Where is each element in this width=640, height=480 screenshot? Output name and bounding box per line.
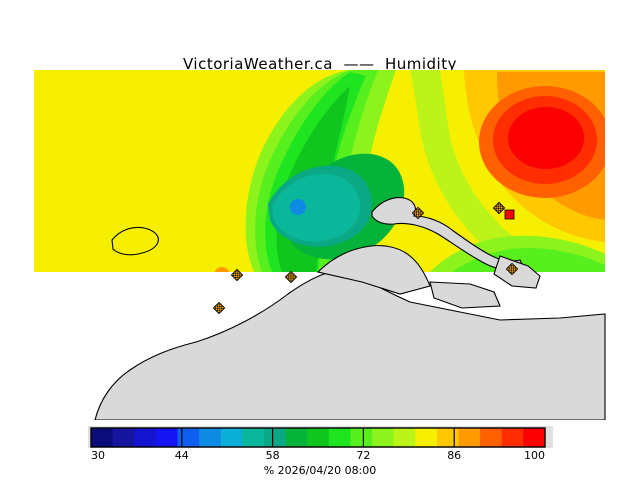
colorbar-bands[interactable] bbox=[91, 428, 546, 447]
contour-maximum-core bbox=[508, 107, 584, 169]
colorbar-tick-label: 100 bbox=[524, 449, 545, 462]
colorbar-tick-label: 58 bbox=[266, 449, 280, 462]
colorbar-band[interactable] bbox=[91, 428, 114, 447]
colorbar-frame bbox=[90, 427, 546, 448]
colorbar-band[interactable] bbox=[372, 428, 395, 447]
station-reading-blob bbox=[504, 209, 515, 220]
colorbar-band[interactable] bbox=[112, 428, 135, 447]
colorbar-band[interactable] bbox=[134, 428, 157, 447]
colorbar-caption: % 2026/04/20 08:00 bbox=[264, 464, 377, 477]
landmass-mainland bbox=[94, 271, 606, 420]
station-marker[interactable] bbox=[505, 262, 519, 276]
contour-minimum-core bbox=[272, 173, 360, 242]
colorbar-band[interactable] bbox=[328, 428, 351, 447]
colorbar-band[interactable] bbox=[480, 428, 503, 447]
colorbar-band[interactable] bbox=[436, 428, 460, 447]
humidity-contour-map bbox=[0, 70, 640, 420]
map-canvas[interactable] bbox=[0, 70, 640, 420]
station-marker[interactable] bbox=[411, 206, 425, 220]
colorbar-tick-label: 44 bbox=[175, 449, 189, 462]
landmass-east-shore bbox=[429, 281, 501, 309]
colorbar[interactable]: 30 44 58 72 86 100 % 2026/04/20 08:00 bbox=[0, 424, 640, 480]
colorbar-tick-label: 72 bbox=[356, 449, 370, 462]
station-marker[interactable] bbox=[212, 301, 226, 315]
colorbar-band[interactable] bbox=[501, 428, 524, 447]
landmass-east-lobe bbox=[493, 255, 541, 289]
contour-minimum-inner-core bbox=[290, 199, 306, 215]
station-marker[interactable] bbox=[284, 270, 298, 284]
landmass-inlet-shore bbox=[316, 245, 431, 295]
colorbar-band[interactable] bbox=[415, 428, 438, 447]
colorbar-band[interactable] bbox=[220, 428, 243, 447]
colorbar-band[interactable] bbox=[263, 428, 287, 447]
colorbar-band[interactable] bbox=[393, 428, 416, 447]
station-markers[interactable] bbox=[212, 201, 519, 315]
colorbar-svg: 30 44 58 72 86 100 % 2026/04/20 08:00 bbox=[88, 426, 553, 477]
colorbar-ticks bbox=[181, 428, 455, 447]
colorbar-band[interactable] bbox=[177, 428, 200, 447]
page-title: VictoriaWeather.ca —— Humidity bbox=[182, 55, 457, 73]
offshore-island bbox=[111, 226, 159, 256]
colorbar-band[interactable] bbox=[242, 428, 265, 447]
colorbar-band[interactable] bbox=[523, 428, 546, 447]
colorbar-tick-label: 86 bbox=[447, 449, 461, 462]
colorbar-band[interactable] bbox=[285, 428, 308, 447]
colorbar-band[interactable] bbox=[350, 428, 373, 447]
colorbar-tick-label: 30 bbox=[91, 449, 105, 462]
colorbar-band[interactable] bbox=[458, 428, 481, 447]
station-marker[interactable] bbox=[230, 268, 244, 282]
colorbar-band[interactable] bbox=[155, 428, 178, 447]
colorbar-band[interactable] bbox=[199, 428, 222, 447]
colorbar-tick-labels: 30 44 58 72 86 100 bbox=[91, 449, 545, 462]
station-marker[interactable] bbox=[492, 201, 506, 215]
contour-field bbox=[34, 70, 605, 272]
colorbar-band[interactable] bbox=[307, 428, 330, 447]
local-high-blob bbox=[214, 267, 230, 272]
